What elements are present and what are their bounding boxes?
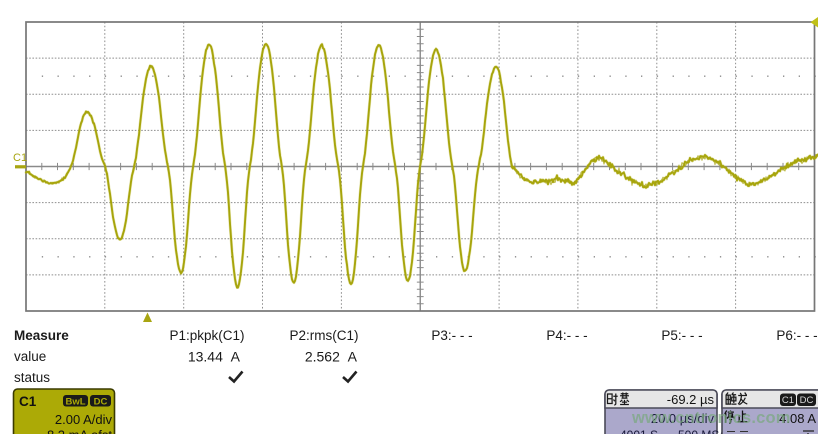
- svg-text:2.00 A/div: 2.00 A/div: [55, 412, 113, 427]
- svg-text:P1:pkpk(C1): P1:pkpk(C1): [169, 328, 244, 343]
- svg-text:2.562 A: 2.562 A: [305, 349, 358, 365]
- svg-text:P3:- - -: P3:- - -: [431, 328, 472, 343]
- svg-text:C1: C1: [782, 395, 794, 406]
- svg-text:-69.2 µs: -69.2 µs: [667, 392, 715, 407]
- svg-text:Measure: Measure: [14, 328, 69, 343]
- svg-text:BwL: BwL: [65, 397, 85, 408]
- svg-text:www.cntronics.com: www.cntronics.com: [631, 409, 791, 427]
- svg-text:4001 S: 4001 S: [620, 428, 658, 434]
- svg-text:-8.2 mA ofst: -8.2 mA ofst: [43, 428, 113, 434]
- svg-text:DC: DC: [94, 397, 108, 408]
- svg-text:C1: C1: [13, 152, 27, 164]
- svg-text:P2:rms(C1): P2:rms(C1): [289, 328, 358, 343]
- svg-text:value: value: [14, 349, 46, 364]
- svg-text:13.44 A: 13.44 A: [188, 349, 241, 365]
- svg-text:P4:- - -: P4:- - -: [546, 328, 587, 343]
- svg-text:DC: DC: [800, 395, 814, 406]
- svg-text:P5:- - -: P5:- - -: [661, 328, 702, 343]
- svg-text:C1: C1: [19, 394, 37, 409]
- svg-text:status: status: [14, 370, 50, 385]
- svg-text:4.08 A: 4.08 A: [779, 411, 816, 426]
- svg-text:P6:- - -: P6:- - -: [776, 328, 817, 343]
- svg-text:20.0 µs/div: 20.0 µs/div: [651, 411, 715, 426]
- svg-text:500 MS/s: 500 MS/s: [678, 428, 729, 434]
